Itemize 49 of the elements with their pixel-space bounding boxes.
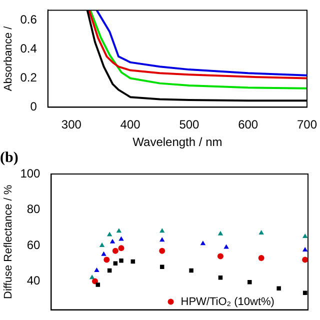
point bbox=[94, 267, 100, 272]
point bbox=[160, 237, 165, 242]
y-tick-label: 0.2 bbox=[20, 70, 38, 85]
point bbox=[112, 248, 118, 254]
y-tick-label: 60 bbox=[26, 238, 41, 252]
point bbox=[302, 234, 308, 238]
point bbox=[118, 245, 124, 252]
point bbox=[113, 261, 118, 266]
point bbox=[218, 276, 223, 280]
chart-title: (b) bbox=[0, 150, 18, 167]
point bbox=[302, 246, 308, 252]
y-axis-title: Diffuse Reflectance / % bbox=[2, 184, 15, 299]
y-tick-label: 0.4 bbox=[20, 42, 38, 56]
point bbox=[101, 251, 106, 256]
point bbox=[160, 228, 165, 233]
y-tick-label: 0 bbox=[30, 100, 38, 114]
point bbox=[159, 248, 166, 254]
x-tick-label: 300 bbox=[61, 118, 82, 132]
y-tick-label: 100 bbox=[20, 166, 41, 180]
point bbox=[96, 282, 100, 287]
x-tick-label: 600 bbox=[238, 118, 258, 132]
y-tick-label: 40 bbox=[26, 274, 41, 288]
x-tick-label: 700 bbox=[296, 118, 318, 132]
point bbox=[258, 254, 264, 261]
legend-label: HPW/TiO₂ (10wt%) bbox=[180, 296, 274, 308]
point bbox=[118, 236, 124, 241]
point bbox=[200, 240, 206, 246]
point bbox=[224, 244, 229, 249]
point bbox=[248, 280, 252, 284]
point bbox=[217, 253, 224, 260]
point bbox=[119, 258, 124, 263]
y-tick-label: 0.6 bbox=[20, 12, 38, 27]
point bbox=[104, 256, 110, 263]
point bbox=[99, 242, 105, 247]
x-tick-label: 400 bbox=[120, 118, 141, 132]
y-tick-label: 80 bbox=[26, 202, 41, 216]
point bbox=[116, 228, 122, 233]
point bbox=[258, 230, 264, 234]
x-axis-title: Wavelength / nm bbox=[132, 135, 222, 150]
point bbox=[218, 230, 224, 236]
x-tick-label: 500 bbox=[179, 118, 200, 132]
y-axis-title: Absorbance / bbox=[2, 25, 15, 92]
point bbox=[302, 256, 308, 263]
point bbox=[106, 232, 112, 236]
point bbox=[110, 238, 116, 244]
point bbox=[302, 290, 308, 295]
point bbox=[276, 286, 281, 290]
point bbox=[189, 268, 194, 273]
point bbox=[92, 278, 98, 284]
